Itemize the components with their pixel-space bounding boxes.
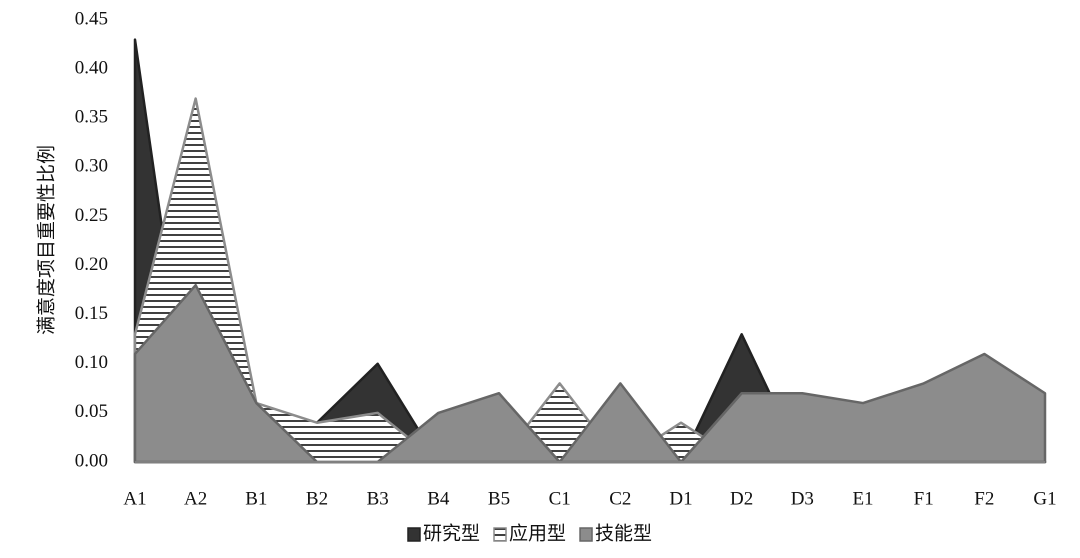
x-tick-label: B1	[245, 488, 267, 509]
y-tick-label: 0.10	[75, 352, 108, 373]
x-tick-label: D1	[669, 488, 692, 509]
y-tick-label: 0.25	[75, 205, 108, 226]
x-tick-label: F1	[914, 488, 934, 509]
legend-swatch	[407, 527, 421, 542]
x-tick-label: B3	[367, 488, 389, 509]
x-tick-label: G1	[1033, 488, 1056, 509]
x-tick-label: B2	[306, 488, 328, 509]
y-tick-label: 0.00	[75, 450, 108, 471]
y-tick-label: 0.05	[75, 401, 108, 422]
x-tick-label: E1	[852, 488, 873, 509]
x-tick-label: D3	[791, 488, 814, 509]
y-tick-label: 0.15	[75, 303, 108, 324]
y-tick-label: 0.40	[75, 57, 108, 78]
y-tick-label: 0.35	[75, 107, 108, 128]
y-axis-label: 满意度项目重要性比例	[35, 145, 57, 335]
legend-label: 研究型	[423, 522, 480, 544]
x-tick-label: F2	[974, 488, 994, 509]
legend-swatch	[493, 527, 507, 542]
y-tick-label: 0.30	[75, 156, 108, 177]
legend-swatch	[579, 527, 593, 542]
x-tick-label: C1	[549, 488, 571, 509]
x-tick-label: D2	[730, 488, 753, 509]
x-tick-label: A2	[184, 488, 207, 509]
y-tick-label: 0.20	[75, 254, 108, 275]
legend-label: 技能型	[595, 522, 652, 544]
x-tick-label: B4	[427, 488, 450, 509]
x-tick-label: B5	[488, 488, 510, 509]
y-tick-label: 0.45	[75, 8, 108, 29]
x-tick-label: A1	[123, 488, 146, 509]
legend-label: 应用型	[509, 522, 566, 544]
area	[133, 283, 1047, 464]
x-tick-label: C2	[609, 488, 631, 509]
